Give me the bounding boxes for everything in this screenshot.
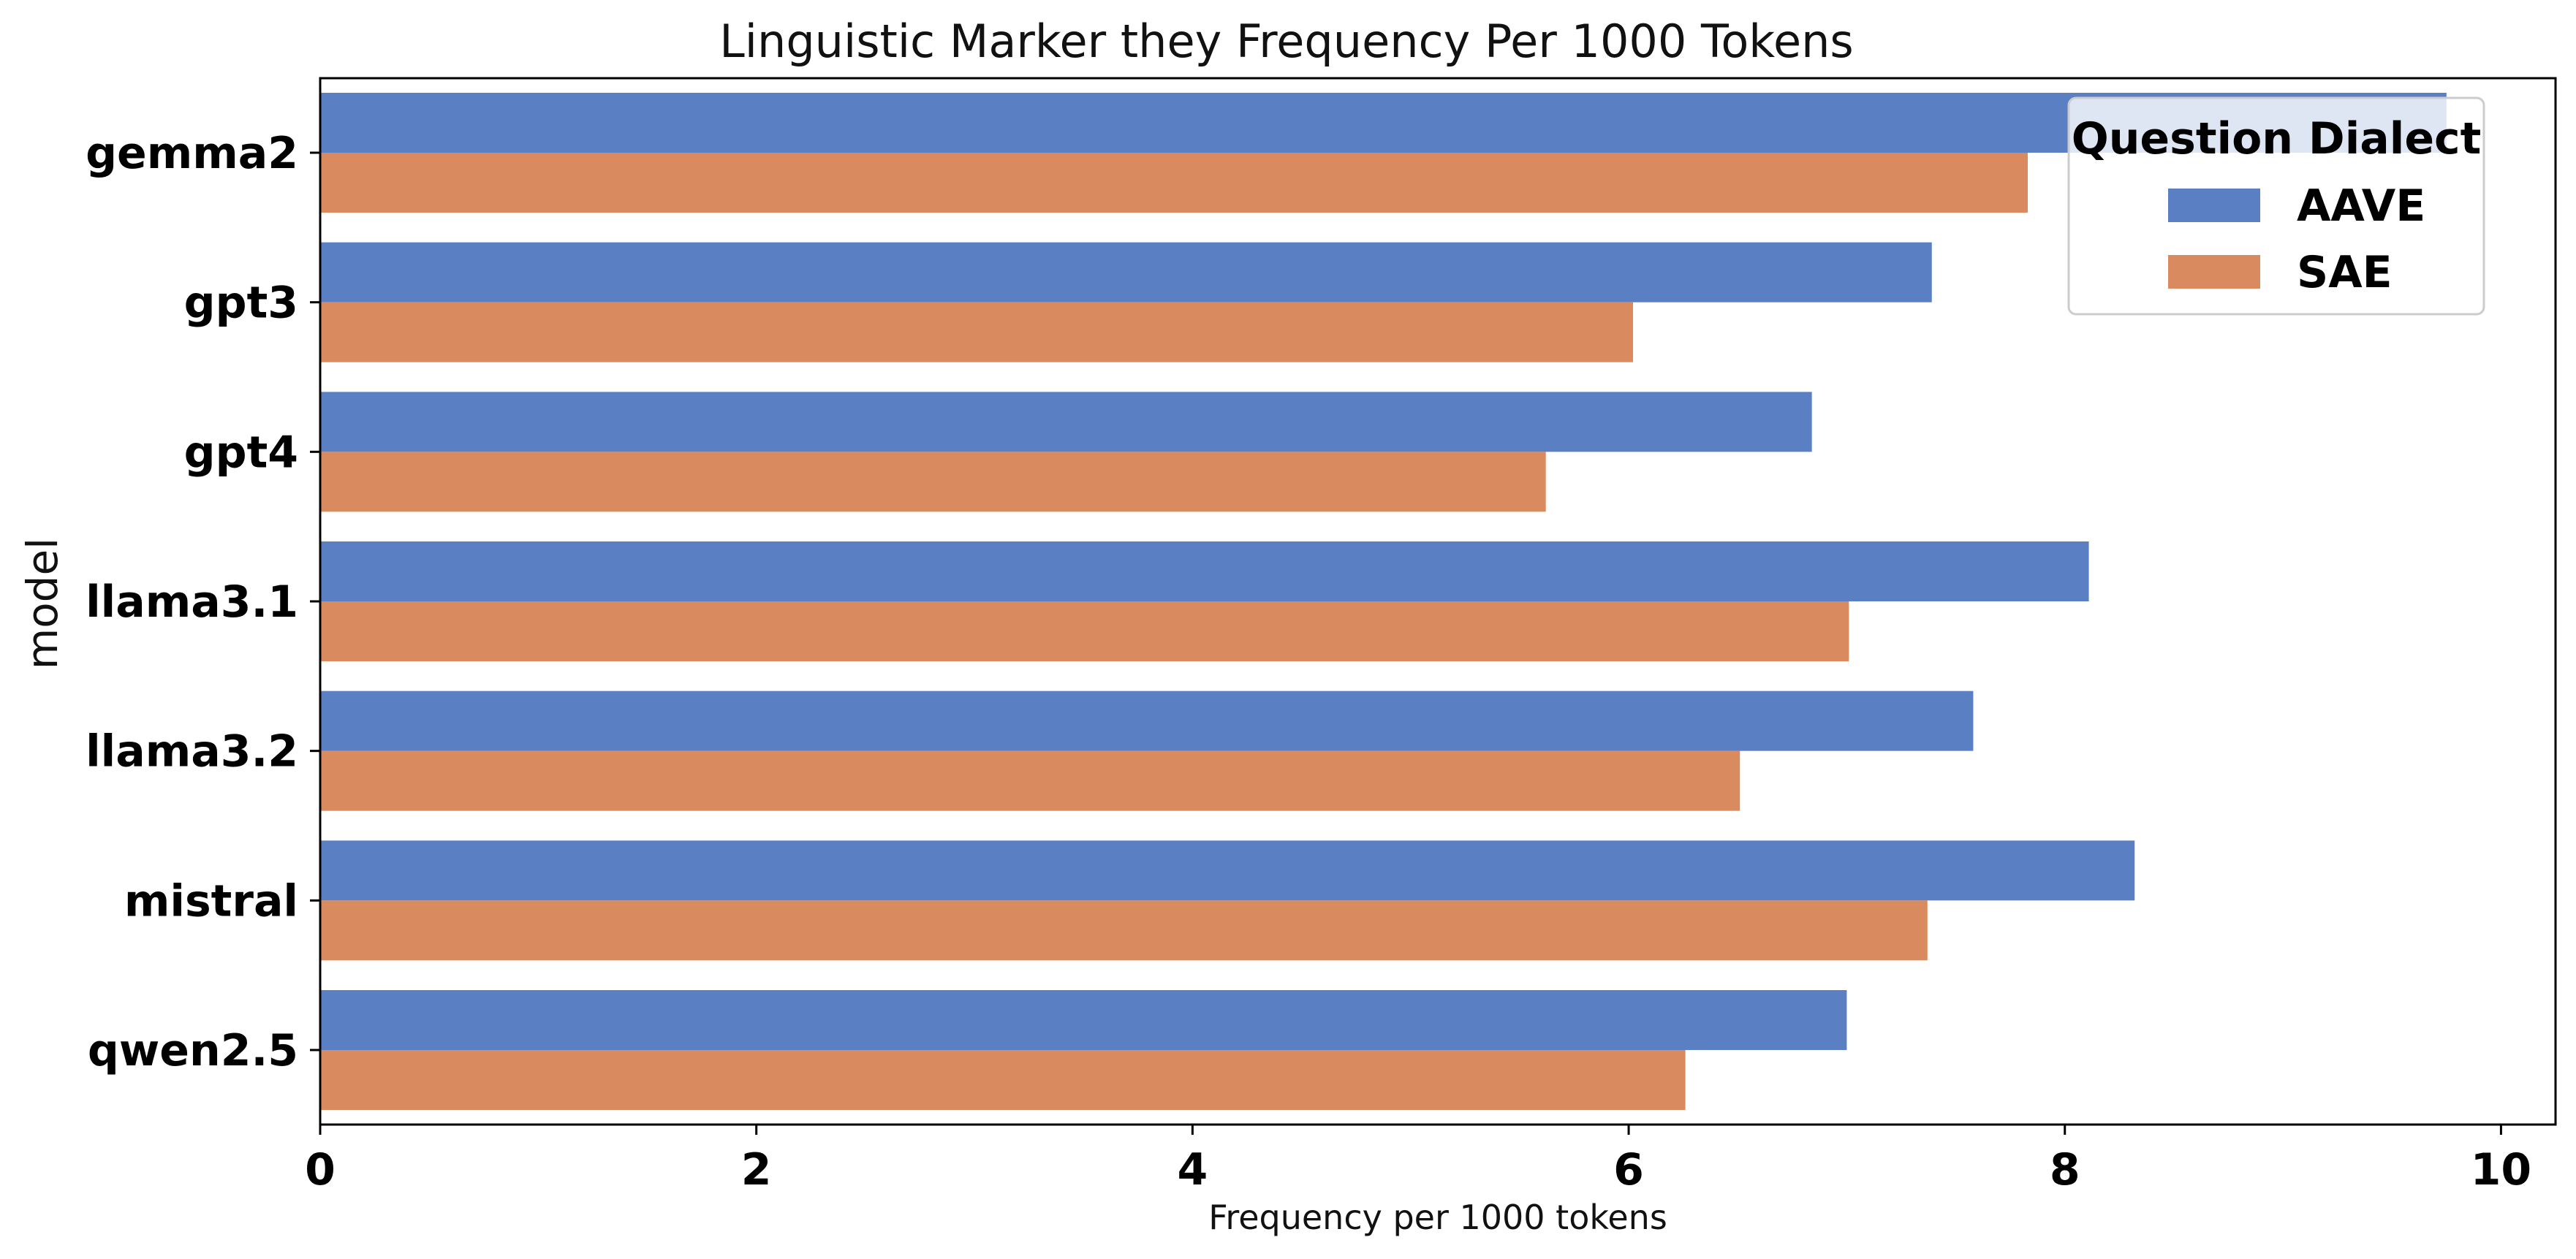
bar-sae-gpt3 — [320, 302, 1634, 362]
x-axis-label: Frequency per 1000 tokens — [1208, 1198, 1667, 1237]
chart-title: Linguistic Marker they Frequency Per 100… — [719, 15, 1853, 68]
bars-layer — [320, 93, 2447, 1110]
legend-label-aave: AAVE — [2297, 180, 2425, 232]
y-tick-label: gemma2 — [86, 128, 298, 179]
bar-aave-gpt4 — [320, 392, 1812, 452]
legend-swatch-aave — [2168, 189, 2260, 222]
y-axis-ticks: gemma2 gpt3 gpt4 llama3.1 llama3.2 mistral qwe… — [86, 128, 320, 1076]
bar-aave-gpt3 — [320, 242, 1932, 303]
bar-aave-qwen2-5 — [320, 990, 1847, 1050]
y-tick-label: qwen2.5 — [88, 1025, 298, 1076]
legend-entries: AAVE SAE — [2168, 180, 2425, 298]
y-tick-label: llama3.2 — [86, 726, 298, 777]
bar-sae-llama3-2 — [320, 750, 1740, 811]
x-tick-label: 10 — [2471, 1144, 2532, 1195]
x-tick-label: 8 — [2050, 1144, 2080, 1195]
bar-sae-llama3-1 — [320, 601, 1849, 661]
y-axis-label: model — [18, 538, 67, 670]
y-tick-label: gpt3 — [184, 278, 298, 329]
bar-sae-gemma2 — [320, 153, 2028, 213]
bar-sae-mistral — [320, 900, 1928, 961]
legend-swatch-sae — [2168, 255, 2260, 289]
y-tick-label: llama3.1 — [86, 577, 298, 628]
bar-sae-qwen2-5 — [320, 1050, 1686, 1110]
legend-title: Question Dialect — [2072, 113, 2482, 164]
x-tick-label: 4 — [1177, 1144, 1208, 1195]
x-tick-label: 6 — [1613, 1144, 1644, 1195]
bar-aave-llama3-2 — [320, 691, 1974, 751]
legend-label-sae: SAE — [2297, 247, 2393, 298]
bar-aave-mistral — [320, 840, 2135, 901]
legend: Question Dialect AAVE SAE — [2067, 96, 2485, 316]
x-tick-label: 2 — [741, 1144, 772, 1195]
y-tick-label: mistral — [124, 875, 298, 927]
y-tick-label: gpt4 — [184, 427, 298, 478]
bar-aave-llama3-1 — [320, 541, 2089, 601]
plot-frame — [319, 77, 2557, 1126]
x-tick-label: 0 — [305, 1144, 336, 1195]
x-axis-ticks: 0 2 4 6 8 10 — [305, 1125, 2531, 1195]
bar-sae-gpt4 — [320, 452, 1546, 512]
